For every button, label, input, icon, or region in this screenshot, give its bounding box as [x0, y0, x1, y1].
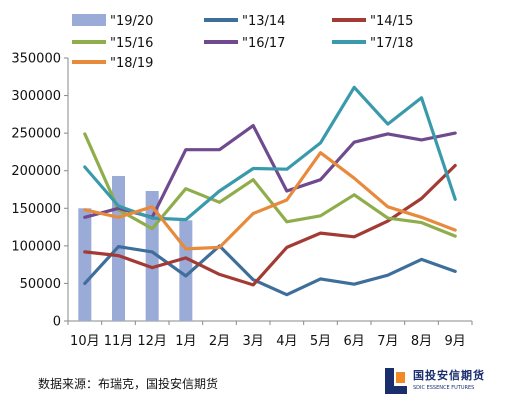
x-tick-label: 8月 — [411, 334, 432, 349]
y-tick-label: 150000 — [11, 202, 61, 217]
bar-19-20 — [78, 208, 92, 321]
data-source-note: 数据来源：布瑞克，国投安信期货 — [38, 377, 219, 391]
legend-label: "14/15 — [370, 14, 413, 29]
company-logo: 国投安信期货 SDIC ESSENCE FUTURES — [383, 364, 501, 400]
x-tick-label: 2月 — [209, 334, 230, 349]
axes: 0 50000 100000 150000 200000 250000 300000 3500… — [11, 52, 473, 349]
legend: "19/20 "13/14 "14/15 "15/16 "16/17 "17/18 "18/… — [72, 14, 413, 71]
y-tick-label: 50000 — [20, 277, 61, 292]
series-line-4 — [83, 85, 457, 222]
x-tick-label: 4月 — [276, 334, 297, 349]
legend-label: "16/17 — [242, 36, 285, 51]
x-tick-label: 11月 — [104, 334, 134, 349]
y-tick-label: 350000 — [11, 52, 61, 67]
y-tick-label: 0 — [53, 315, 61, 330]
legend-label: "17/18 — [370, 36, 413, 51]
series-line-1 — [83, 163, 457, 287]
series-line-3 — [83, 123, 457, 219]
series-line-5 — [83, 151, 457, 251]
x-tick-label: 1月 — [175, 334, 196, 349]
x-tick-label: 10月 — [70, 334, 100, 349]
x-tick-label: 7月 — [377, 334, 398, 349]
x-tick-label: 9月 — [445, 334, 466, 349]
legend-swatch — [72, 14, 106, 26]
series-line-0 — [83, 244, 457, 297]
legend-label: "15/16 — [110, 36, 153, 51]
logo-name-en: SDIC ESSENCE FUTURES — [413, 385, 475, 391]
x-tick-label: 12月 — [137, 334, 167, 349]
y-tick-label: 300000 — [11, 89, 61, 104]
x-tick-label: 6月 — [344, 334, 365, 349]
legend-label: "18/19 — [110, 56, 153, 71]
line-series — [83, 85, 457, 297]
x-tick-label: 5月 — [310, 334, 331, 349]
y-tick-label: 250000 — [11, 127, 61, 142]
x-tick-label: 3月 — [243, 334, 264, 349]
y-tick-label: 200000 — [11, 164, 61, 179]
legend-label: "13/14 — [242, 14, 285, 29]
y-tick-label: 100000 — [11, 239, 61, 254]
legend-label: "19/20 — [110, 14, 153, 29]
series-line-2 — [83, 132, 457, 238]
logo-name-cn: 国投安信期货 — [413, 369, 485, 382]
logo-mark-icon — [385, 368, 407, 394]
